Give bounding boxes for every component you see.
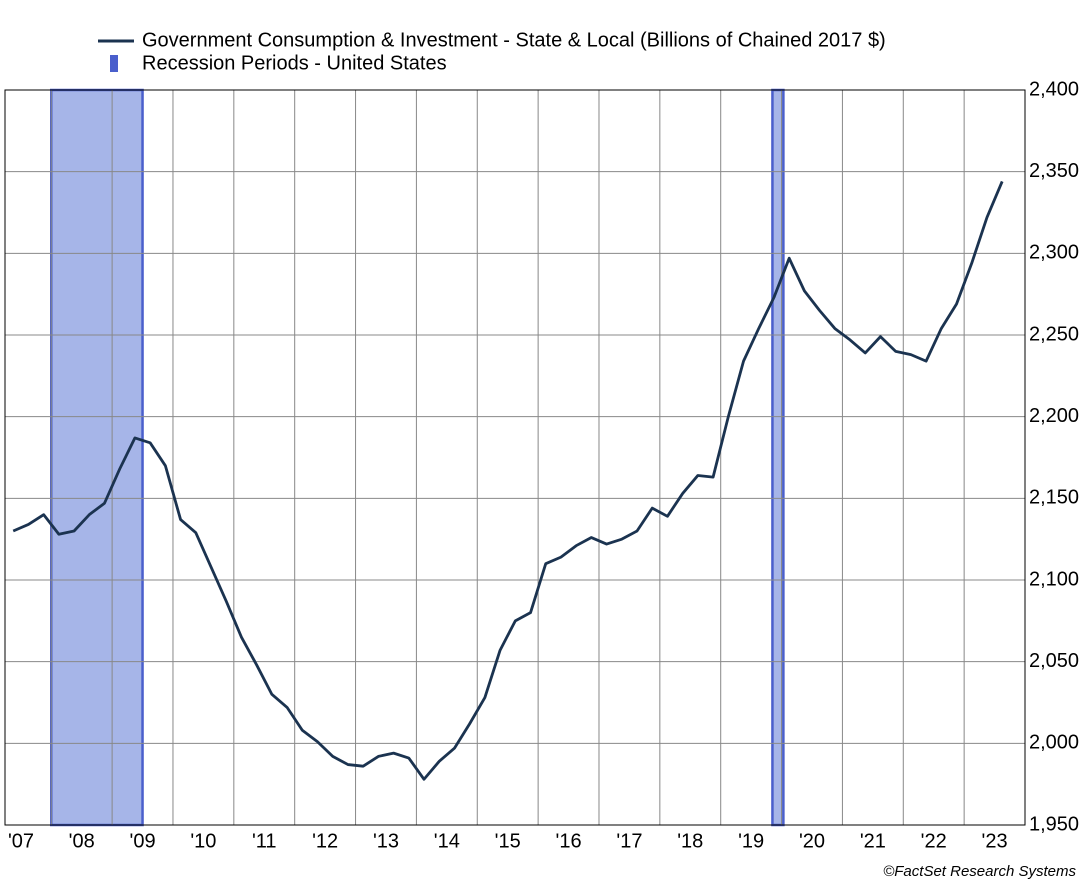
legend-label: Recession Periods - United States [142,52,447,74]
y-tick-label: 2,050 [1029,650,1079,672]
x-tick-label: '20 [799,830,825,852]
x-tick-label: '21 [860,830,886,852]
x-tick-label: '23 [982,830,1008,852]
x-tick-label: '09 [130,830,156,852]
legend-label: Government Consumption & Investment - St… [142,29,886,51]
x-tick-label: '16 [556,830,582,852]
x-tick-label: '13 [373,830,399,852]
y-tick-label: 2,250 [1029,323,1079,345]
y-tick-label: 2,100 [1029,568,1079,590]
x-tick-label: '10 [190,830,216,852]
y-tick-label: 2,400 [1029,78,1079,100]
y-tick-label: 2,150 [1029,487,1079,509]
x-tick-label: '07 [8,830,34,852]
legend-recession-swatch [110,55,118,72]
data-line [12,180,1004,781]
plot-border [4,89,1026,826]
y-tick-label: 2,350 [1029,160,1079,182]
x-tick-label: '18 [677,830,703,852]
y-tick-label: 2,000 [1029,732,1079,754]
y-tick-label: 2,300 [1029,242,1079,264]
recession-band [50,88,144,827]
y-tick-label: 1,950 [1029,813,1079,835]
x-tick-label: '12 [312,830,338,852]
x-tick-label: '14 [434,830,460,852]
x-tick-label: '22 [921,830,947,852]
plot-background [5,90,1025,825]
x-tick-label: '15 [495,830,521,852]
x-tick-label: '19 [738,830,764,852]
x-tick-label: '17 [616,830,642,852]
x-tick-label: '11 [252,830,277,852]
y-tick-label: 2,200 [1029,405,1079,427]
x-tick-label: '08 [69,830,95,852]
credit: ©FactSet Research Systems [883,863,1076,880]
